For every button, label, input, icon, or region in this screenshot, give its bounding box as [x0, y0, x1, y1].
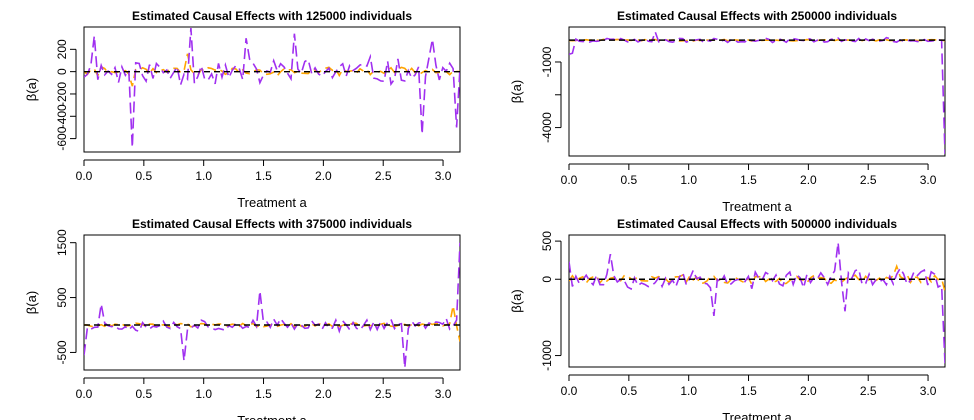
x-tick-label: 3.0 [920, 173, 937, 187]
x-tick-label: 1.0 [195, 169, 212, 183]
x-tick-label: 1.0 [680, 384, 697, 398]
chart-panel-1: Estimated Causal Effects with 125000 ind… [24, 9, 461, 210]
x-tick-label: 0.5 [135, 169, 152, 183]
y-tick-label: -1000 [540, 46, 554, 77]
chart-title: Estimated Causal Effects with 500000 ind… [617, 217, 897, 231]
y-tick-label: 0 [55, 68, 69, 75]
x-tick-label: 2.0 [800, 173, 817, 187]
y-tick-label: 1500 [55, 229, 69, 256]
y-tick-label: -500 [55, 340, 69, 364]
series-group [569, 29, 945, 154]
orange-estimate-line [84, 53, 460, 87]
x-axis-label: Treatment a [722, 410, 792, 420]
x-tick-label: 0.0 [561, 384, 578, 398]
y-axis-label: β(a) [24, 291, 39, 314]
x-tick-label: 0.5 [135, 387, 152, 401]
y-tick-label: -200 [55, 82, 69, 106]
y-tick-label: -600 [55, 126, 69, 150]
chart-panel-4: Estimated Causal Effects with 500000 ind… [509, 217, 946, 420]
x-tick-label: 1.5 [255, 169, 272, 183]
plot-frame [83, 234, 461, 371]
orange-estimate-line [569, 263, 945, 292]
y-axis-label: β(a) [509, 80, 524, 103]
y-tick-label: 500 [540, 231, 554, 251]
x-tick-label: 2.0 [315, 387, 332, 401]
x-tick-label: 1.0 [195, 387, 212, 401]
chart-panel-2: Estimated Causal Effects with 250000 ind… [509, 9, 946, 214]
y-tick-label: 0 [540, 276, 554, 283]
x-tick-label: 2.0 [315, 169, 332, 183]
y-axis-label: β(a) [24, 78, 39, 101]
purple-estimate-line [569, 242, 945, 364]
x-axis-label: Treatment a [722, 199, 792, 214]
x-tick-label: 0.5 [620, 173, 637, 187]
x-tick-label: 1.5 [740, 173, 757, 187]
series-group [569, 242, 945, 364]
y-tick-label: 200 [55, 39, 69, 59]
chart-title: Estimated Causal Effects with 375000 ind… [132, 217, 412, 231]
plot-frame [568, 26, 946, 157]
series-group [84, 28, 460, 148]
y-tick-label: -1000 [540, 340, 554, 371]
x-tick-label: 0.0 [561, 173, 578, 187]
y-tick-label: -400 [55, 104, 69, 128]
x-tick-label: 2.5 [860, 173, 877, 187]
x-tick-label: 3.0 [435, 169, 452, 183]
series-group [84, 242, 460, 368]
x-tick-label: 0.0 [76, 169, 93, 183]
x-tick-label: 1.0 [680, 173, 697, 187]
y-tick-label: 500 [55, 287, 69, 307]
x-tick-label: 2.5 [375, 169, 392, 183]
x-axis-label: Treatment a [237, 195, 307, 210]
purple-estimate-line [84, 242, 460, 368]
chart-title: Estimated Causal Effects with 125000 ind… [132, 9, 412, 23]
x-tick-label: 1.5 [255, 387, 272, 401]
x-tick-label: 2.0 [800, 384, 817, 398]
x-tick-label: 2.5 [375, 387, 392, 401]
chart-title: Estimated Causal Effects with 250000 ind… [617, 9, 897, 23]
purple-estimate-line [84, 28, 460, 148]
y-axis-label: β(a) [509, 289, 524, 312]
plot-frame [568, 234, 946, 368]
purple-estimate-line [569, 29, 945, 154]
x-tick-label: 0.5 [620, 384, 637, 398]
y-tick-label: -4000 [540, 112, 554, 143]
x-axis-label: Treatment a [237, 413, 307, 420]
x-tick-label: 3.0 [920, 384, 937, 398]
chart-panel-3: Estimated Causal Effects with 375000 ind… [24, 217, 461, 420]
plot-frame [83, 26, 461, 153]
x-tick-label: 2.5 [860, 384, 877, 398]
x-tick-label: 1.5 [740, 384, 757, 398]
x-tick-label: 3.0 [435, 387, 452, 401]
x-tick-label: 0.0 [76, 387, 93, 401]
